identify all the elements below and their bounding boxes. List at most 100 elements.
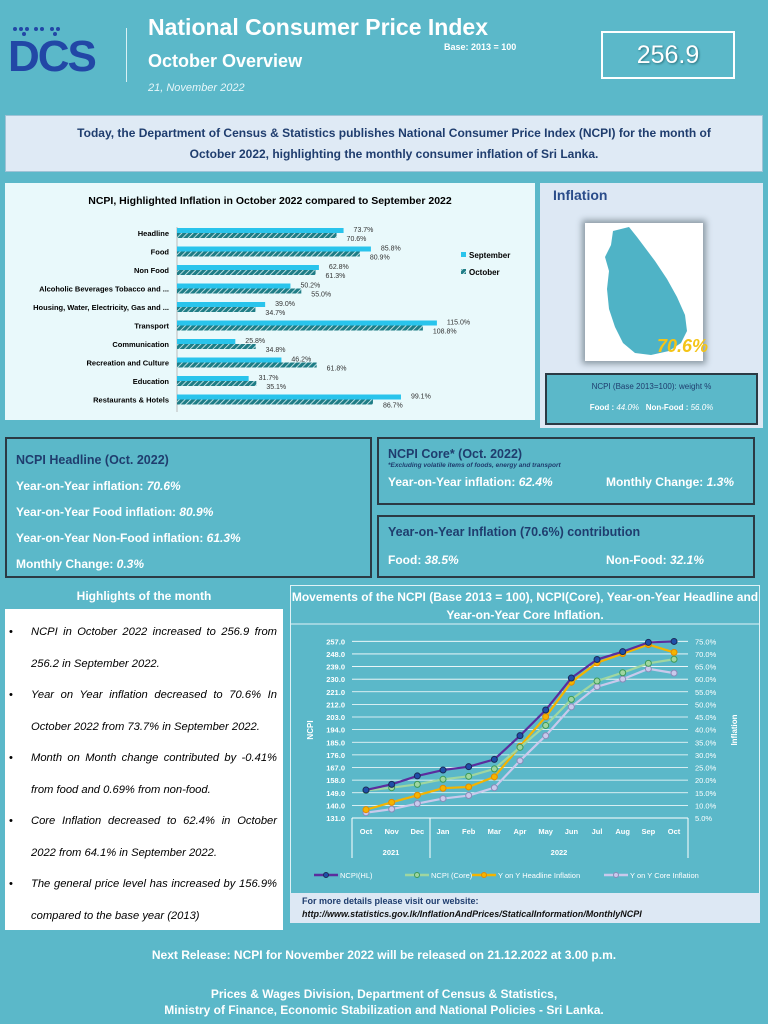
legend-marker (481, 872, 487, 878)
x-tick-label: Oct (668, 827, 681, 836)
data-point (593, 656, 601, 664)
headline-nonfood: Year-on-Year Non-Food inflation: 61.3% (16, 525, 361, 551)
bar-data-label-october: 55.0% (311, 292, 331, 299)
data-point (567, 695, 575, 703)
value: 1.3% (706, 475, 734, 489)
value: 61.3% (206, 531, 241, 545)
bar-category-label: Non Food (134, 266, 169, 275)
headline-food: Year-on-Year Food inflation: 80.9% (16, 499, 361, 525)
bar-data-label-september: 85.8% (381, 246, 401, 253)
y-tick-label: 176.0 (326, 751, 345, 760)
bar-category-label: Communication (112, 340, 169, 349)
ncpi-value-box: 256.9 (601, 31, 735, 79)
bar-october (177, 399, 373, 405)
data-point (439, 766, 447, 774)
bar-september (177, 283, 291, 289)
bar-september (177, 228, 344, 233)
weight-nonfood-label: Non-Food : (645, 403, 689, 412)
y2-tick-label: 75.0% (695, 637, 717, 646)
bar-data-label-september: 31.7% (259, 375, 279, 382)
weight-nonfood-value: 56.0% (690, 403, 714, 412)
y-tick-label: 212.0 (326, 700, 345, 709)
bar-data-label-october: 86.7% (383, 403, 403, 410)
dcs-logo: DCS (8, 32, 97, 81)
data-point (542, 721, 550, 729)
y-tick-label: 185.0 (326, 738, 345, 747)
legend-label: Y on Y Core Inflation (630, 871, 699, 880)
data-point (542, 713, 550, 721)
bar-september (177, 394, 401, 400)
y-tick-label: 158.0 (326, 776, 345, 785)
bar-chart-title: NCPI, Highlighted Inflation in October 2… (88, 195, 452, 207)
bar-category-label: Housing, Water, Electricity, Gas and ... (33, 303, 169, 312)
y2-tick-label: 35.0% (695, 738, 717, 747)
y-tick-label: 221.0 (326, 688, 345, 697)
year-label: 2021 (383, 848, 400, 857)
bar-september (177, 246, 371, 252)
data-point (670, 669, 678, 677)
data-point (413, 772, 421, 780)
header-divider (126, 28, 127, 82)
legend-marker (414, 872, 420, 878)
data-point (619, 669, 627, 677)
data-point (413, 800, 421, 808)
bar-data-label-october: 61.8% (327, 366, 347, 373)
data-point (490, 765, 498, 773)
x-tick-label: Nov (385, 827, 400, 836)
data-point (644, 638, 652, 646)
data-point (619, 675, 627, 683)
data-point (439, 775, 447, 783)
data-point (388, 805, 396, 813)
legend-label: Y on Y Headline Inflation (498, 871, 580, 880)
data-point (439, 784, 447, 792)
release-date: 21, November 2022 (148, 82, 245, 94)
data-point (362, 806, 370, 814)
data-point (413, 791, 421, 799)
x-tick-label: Apr (514, 827, 527, 836)
website-link[interactable]: http://www.statistics.gov.lk/InflationAn… (302, 909, 642, 919)
bar-chart-panel: NCPI, Highlighted Inflation in October 2… (5, 183, 535, 420)
y2-tick-label: 30.0% (695, 751, 717, 760)
bar-data-label-october: 70.6% (347, 236, 367, 243)
y2-tick-label: 5.0% (695, 814, 712, 823)
data-point (670, 648, 678, 656)
value: 32.1% (669, 553, 704, 567)
x-tick-label: Oct (360, 827, 373, 836)
weight-food-value: 44.0% (616, 403, 640, 412)
x-tick-label: Jan (437, 827, 450, 836)
weight-box: NCPI (Base 2013=100): weight % Food : 44… (545, 373, 758, 425)
intro-text: Today, the Department of Census & Statis… (5, 115, 763, 172)
data-point (670, 637, 678, 645)
bar-category-label: Transport (134, 322, 169, 331)
contribution-title: Year-on-Year Inflation (70.6%) contribut… (388, 525, 641, 539)
bar-october (177, 251, 360, 257)
value: 38.5% (424, 553, 459, 567)
bar-data-label-october: 35.1% (266, 384, 286, 391)
y-tick-label: 167.0 (326, 764, 345, 773)
data-point (362, 786, 370, 794)
footer-line-1: Prices & Wages Division, Department of C… (210, 987, 558, 1001)
line-chart-title: Movements of the NCPI (Base 2013 = 100),… (291, 590, 759, 622)
bar-october (177, 270, 316, 275)
list-item: Year on Year inflation decreased to 70.6… (5, 680, 277, 743)
y-tick-label: 239.0 (326, 663, 345, 672)
headline-monthly: Monthly Change: 0.3% (16, 551, 361, 577)
headline-card: NCPI Headline (Oct. 2022) Year-on-Year i… (5, 437, 372, 578)
label: Food: (388, 553, 425, 567)
map-inflation-value: 70.6% (657, 336, 709, 356)
bar-chart: NCPI, Highlighted Inflation in October 2… (33, 195, 510, 412)
label: Year-on-Year Non-Food inflation: (16, 531, 207, 545)
bar-data-label-september: 46.2% (291, 357, 311, 364)
y2-tick-label: 45.0% (695, 713, 717, 722)
data-point (465, 772, 473, 780)
weight-title: NCPI (Base 2013=100): weight % (591, 382, 712, 391)
bar-october (177, 344, 256, 349)
y-tick-label: 131.0 (326, 814, 345, 823)
legend-october-swatch (461, 269, 466, 274)
y-tick-label: 257.0 (326, 637, 345, 646)
data-point (465, 792, 473, 800)
data-point (516, 732, 524, 740)
legend-september-swatch (461, 252, 466, 257)
legend-september: September (469, 251, 510, 260)
